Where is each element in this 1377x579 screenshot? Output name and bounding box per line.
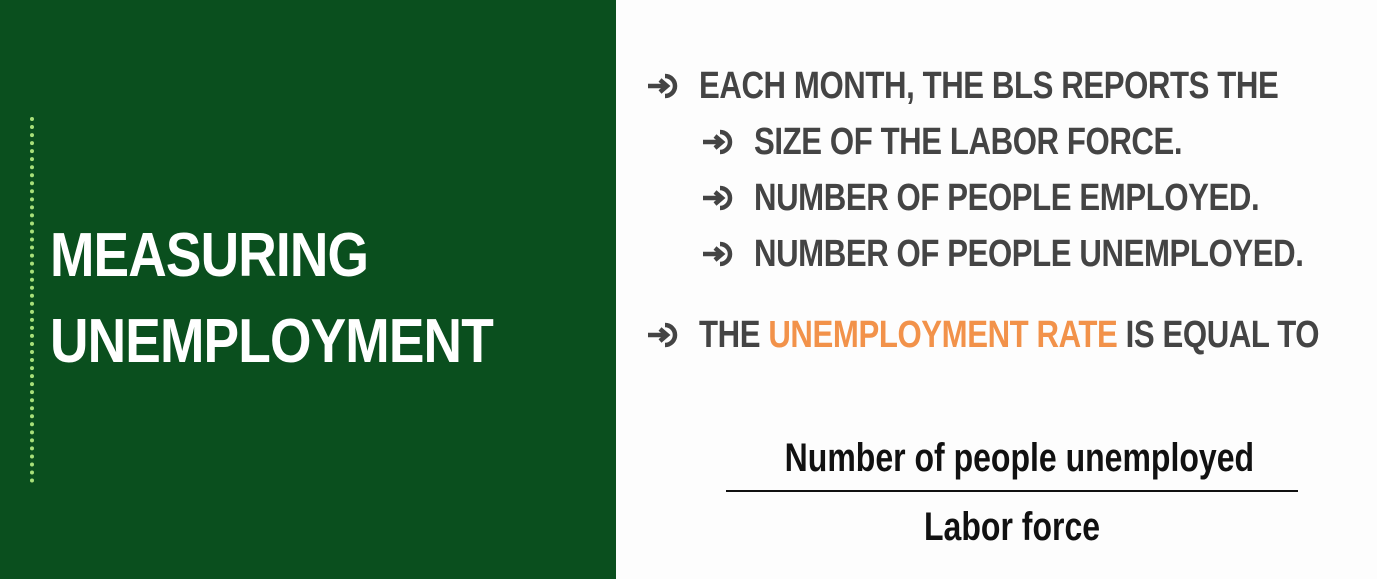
formula-denominator: Labor force — [923, 505, 1101, 549]
bullet-main-text: EACH MONTH, THE BLS REPORTS THE — [699, 65, 1279, 107]
title-panel: MEASURING UNEMPLOYMENT — [0, 0, 616, 579]
rate-suffix: IS EQUAL TO — [1125, 314, 1320, 356]
sub-bullet-text: NUMBER OF PEOPLE UNEMPLOYED. — [754, 233, 1304, 275]
bullet-unemployment-rate: THE UNEMPLOYMENT RATE IS EQUAL TO — [645, 313, 1377, 357]
slide-title-line-2: UNEMPLOYMENT — [50, 307, 494, 376]
rate-prefix: THE — [699, 314, 761, 356]
circled-arrow-right-icon — [703, 185, 733, 211]
unemployment-rate-formula: Number of people unemployed Labor force — [726, 430, 1298, 562]
formula-numerator: Number of people unemployed — [784, 436, 1255, 480]
sub-bullet-employed: NUMBER OF PEOPLE EMPLOYED. — [700, 176, 1370, 220]
sub-bullet-text: SIZE OF THE LABOR FORCE. — [754, 121, 1183, 163]
fraction-bar — [726, 490, 1298, 492]
circled-arrow-right-icon — [703, 241, 733, 267]
bullet-main: EACH MONTH, THE BLS REPORTS THE — [645, 64, 1377, 108]
slide-title-line-1: MEASURING — [50, 221, 369, 290]
slide-title: MEASURING UNEMPLOYMENT — [50, 213, 494, 385]
sub-bullet-text: NUMBER OF PEOPLE EMPLOYED. — [754, 177, 1260, 219]
highlighted-term: UNEMPLOYMENT RATE — [768, 314, 1118, 356]
circled-arrow-right-icon — [648, 73, 678, 99]
sub-bullet-labor-force: SIZE OF THE LABOR FORCE. — [700, 120, 1276, 164]
bullet-rate-text: THE UNEMPLOYMENT RATE IS EQUAL TO — [699, 313, 1320, 357]
sub-bullet-unemployed: NUMBER OF PEOPLE UNEMPLOYED. — [700, 232, 1377, 276]
circled-arrow-right-icon — [703, 129, 733, 155]
circled-arrow-right-icon — [648, 322, 678, 348]
dotted-divider — [30, 117, 34, 483]
